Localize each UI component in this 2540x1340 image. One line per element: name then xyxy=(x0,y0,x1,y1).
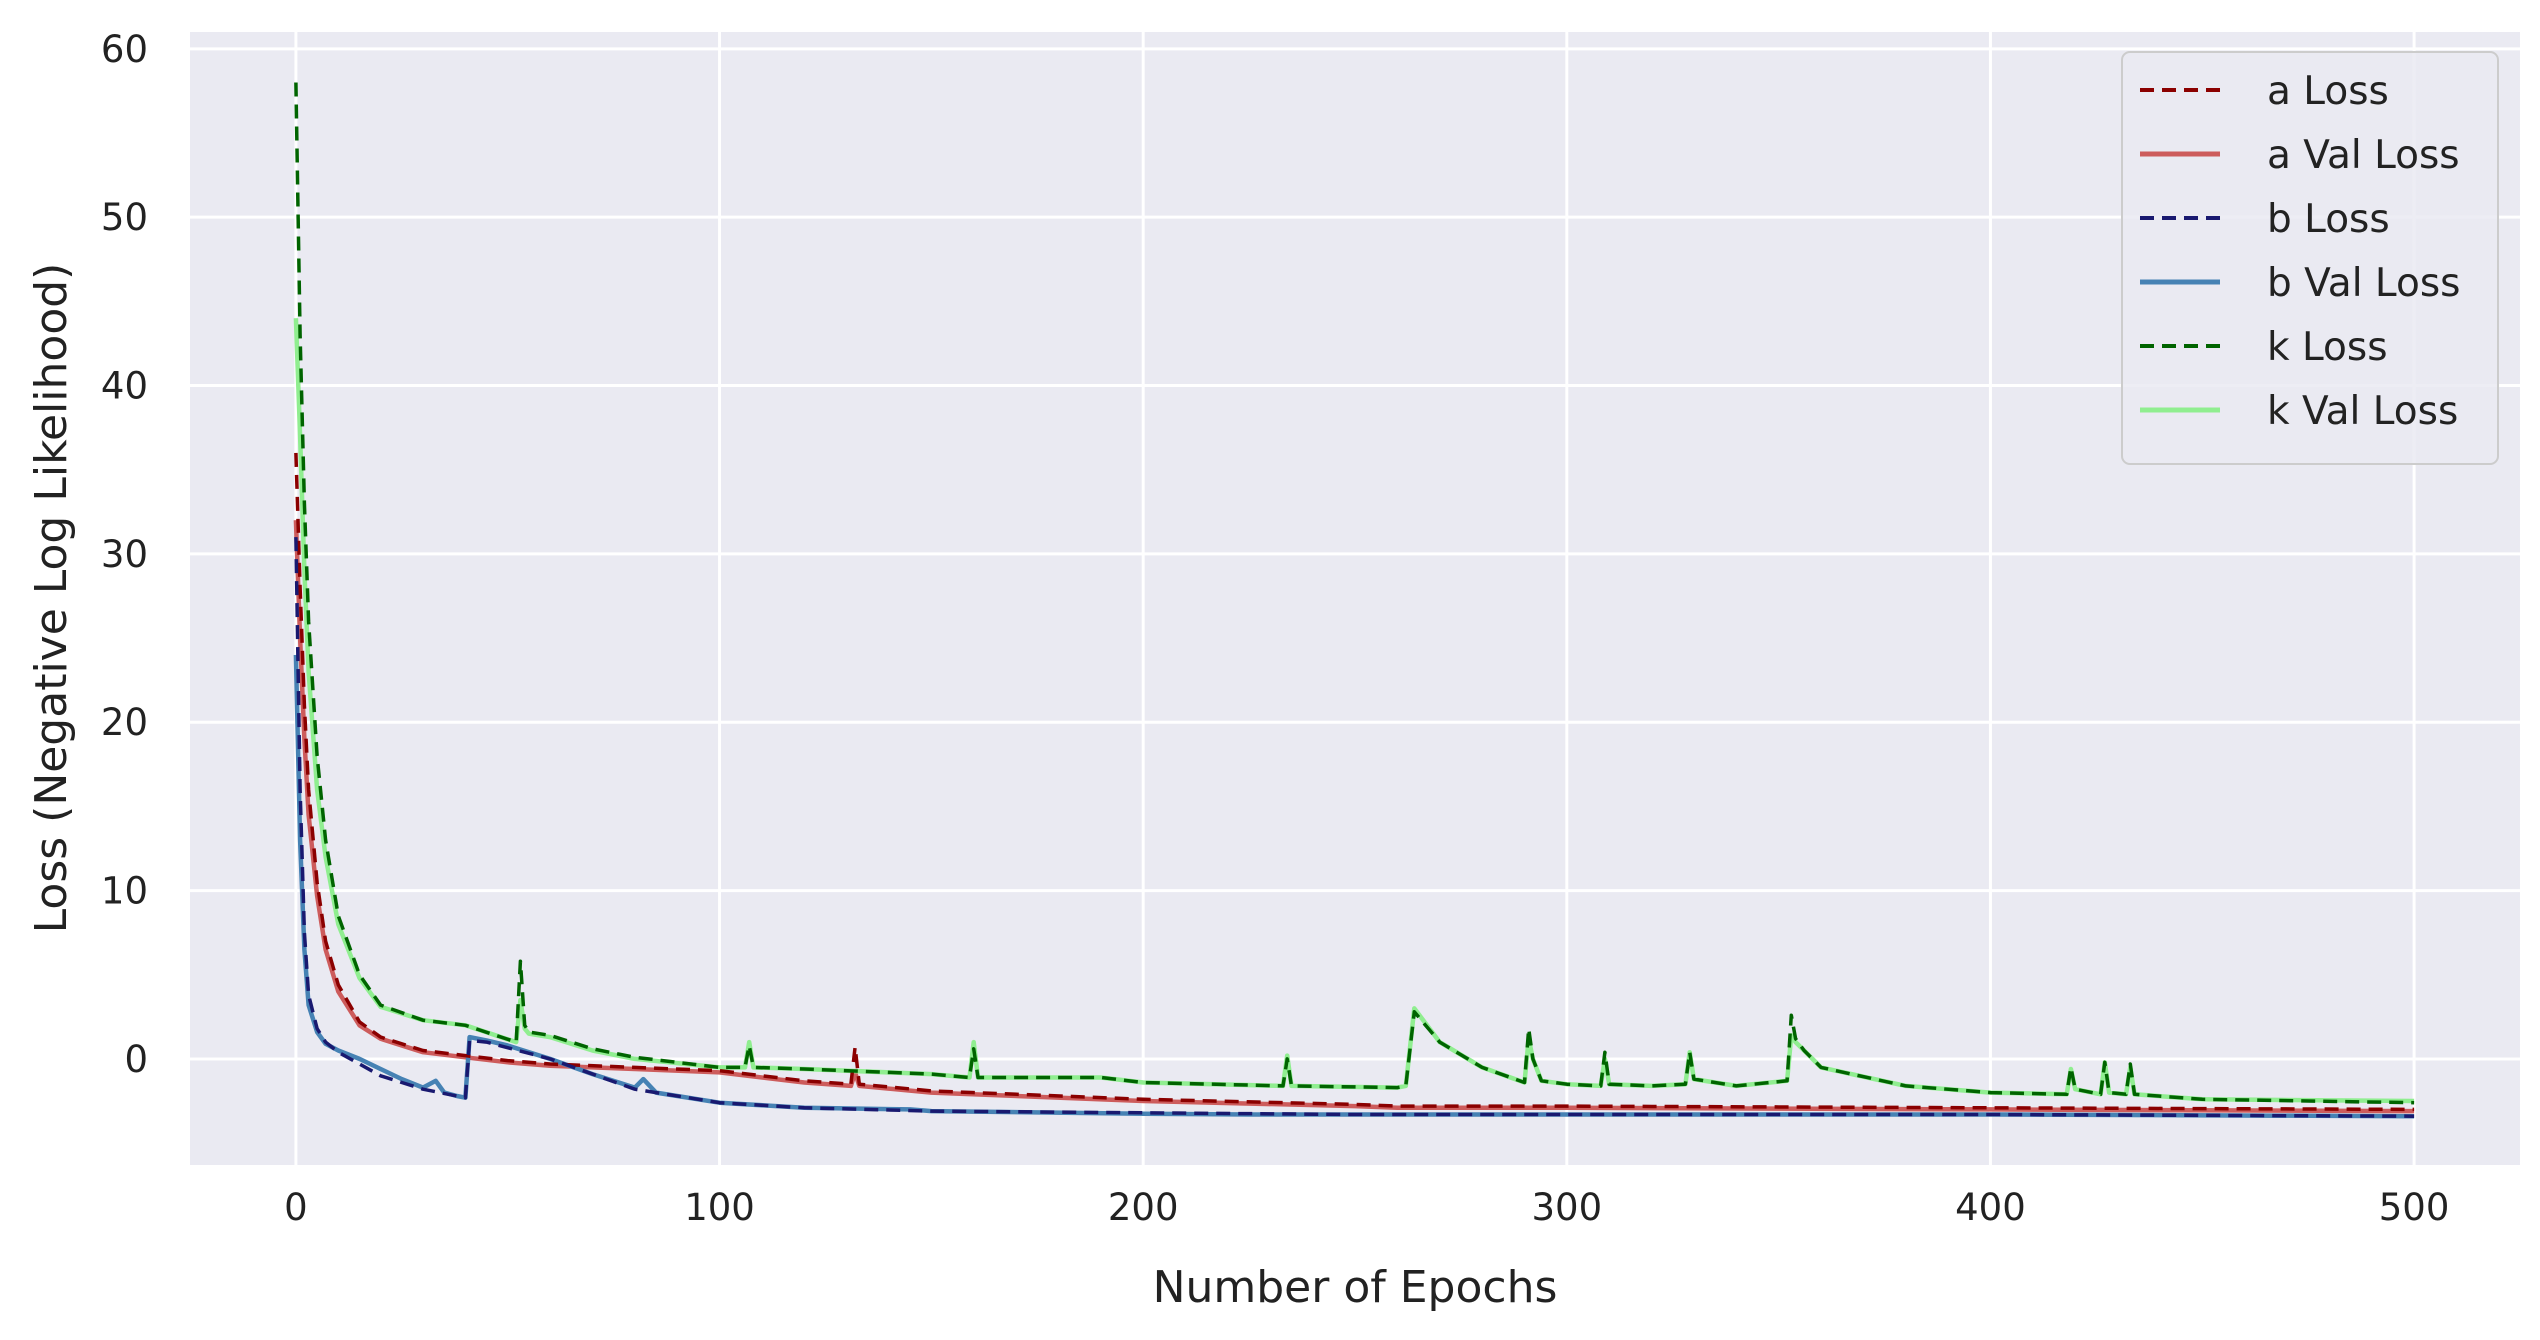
legend-label: b Val Loss xyxy=(2267,261,2460,306)
y-tick-label: 20 xyxy=(101,701,148,744)
x-tick-label: 300 xyxy=(1532,1186,1603,1229)
y-tick-label: 30 xyxy=(101,533,148,576)
x-axis-label: Number of Epochs xyxy=(1153,1262,1558,1313)
y-tick-label: 40 xyxy=(101,365,148,408)
tick-labels: 0 100 200 300 400 500 0 10 20 30 40 50 60 xyxy=(101,28,2449,1229)
x-tick-label: 500 xyxy=(2379,1186,2450,1229)
x-tick-label: 0 xyxy=(284,1186,308,1229)
legend-label: a Val Loss xyxy=(2267,133,2460,178)
y-tick-label: 60 xyxy=(101,28,148,71)
y-tick-label: 50 xyxy=(101,196,148,239)
series-line xyxy=(294,537,2415,1118)
x-tick-label: 200 xyxy=(1108,1186,1179,1229)
y-tick-label: 10 xyxy=(101,870,148,913)
x-tick-label: 100 xyxy=(684,1186,755,1229)
legend: a Loss a Val Loss b Loss b Val Loss k Loss k … xyxy=(2121,51,2499,465)
legend-label: k Loss xyxy=(2267,325,2388,370)
y-tick-label: 0 xyxy=(124,1038,148,1081)
series-lines xyxy=(293,82,2415,1119)
legend-label: k Val Loss xyxy=(2267,389,2458,434)
series-line xyxy=(294,452,2415,1112)
series-line xyxy=(294,82,2415,1105)
legend-label: b Loss xyxy=(2267,197,2390,242)
y-axis-label: Loss (Negative Log Likelihood) xyxy=(26,263,77,934)
legend-label: a Loss xyxy=(2267,69,2389,114)
x-tick-label: 400 xyxy=(1955,1186,2026,1229)
